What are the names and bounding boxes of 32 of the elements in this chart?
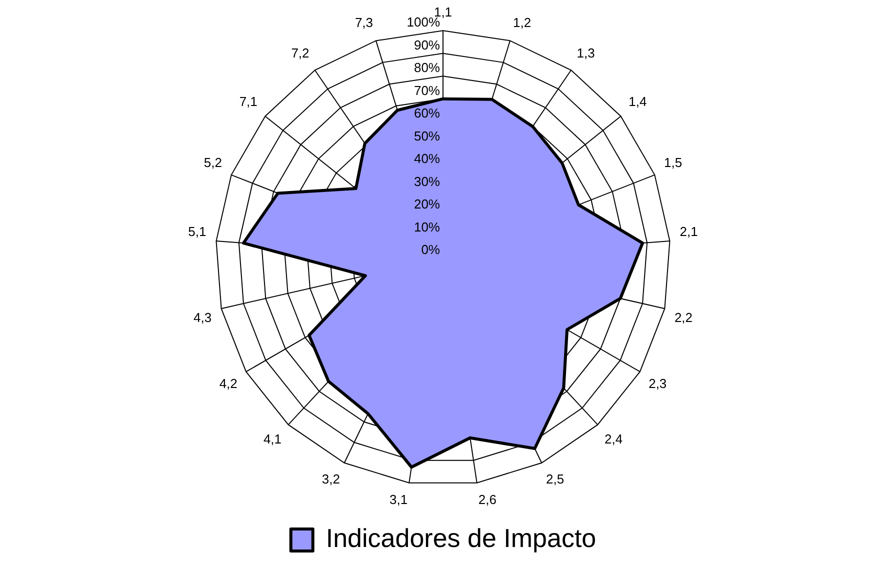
spoke-label: 2,2 <box>674 310 693 326</box>
y-tick-label: 10% <box>414 219 440 234</box>
spoke-label: 2,4 <box>604 431 623 446</box>
spoke-label: 2,1 <box>680 224 698 240</box>
spoke-label: 2,5 <box>546 471 564 486</box>
y-tick-label: 70% <box>414 82 440 98</box>
y-tick-label: 20% <box>414 196 440 212</box>
y-tick-label: 40% <box>414 151 440 166</box>
spoke-label: 1,4 <box>628 94 647 109</box>
y-tick-label: 50% <box>414 128 440 144</box>
y-tick-label: 90% <box>414 37 440 52</box>
spoke-label: 1,3 <box>576 46 595 61</box>
y-tick-label: 30% <box>414 174 440 189</box>
spoke-label: 3,1 <box>390 492 408 508</box>
spoke-label: 4,2 <box>219 376 238 392</box>
spoke-label: 7,2 <box>291 46 310 61</box>
spoke-label: 4,3 <box>193 310 212 326</box>
spoke-label: 2,3 <box>648 376 667 392</box>
y-tick-label: 60% <box>414 106 440 121</box>
spoke-label: 3,2 <box>322 471 340 486</box>
y-tick-label: 80% <box>414 60 440 76</box>
spoke-label: 5,1 <box>188 224 206 240</box>
y-tick-label: 0% <box>421 242 440 258</box>
spoke-label: 5,2 <box>204 155 222 170</box>
spoke-label: 2,6 <box>478 492 496 508</box>
spoke-label: 1,2 <box>512 14 532 30</box>
spoke-label: 4,1 <box>263 431 282 446</box>
spoke-label: 7,1 <box>239 94 258 109</box>
legend-label: Indicadores de Impacto <box>326 523 596 554</box>
spoke-label: 7,3 <box>354 14 374 30</box>
spoke-label: 1,1 <box>434 4 452 20</box>
spoke-label: 1,5 <box>664 155 682 170</box>
